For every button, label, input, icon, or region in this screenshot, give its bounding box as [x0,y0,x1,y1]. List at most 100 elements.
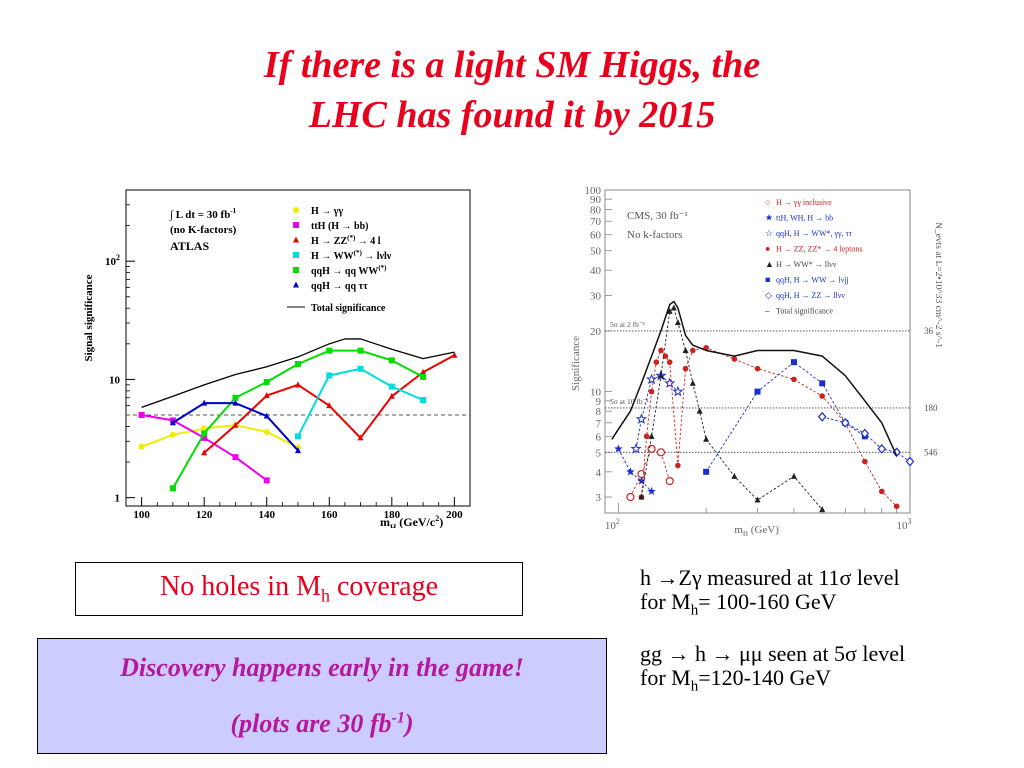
cms-legend-marker: ■ [765,275,770,285]
cms-legend-marker: ● [765,244,770,254]
cms-y-tick-label: 70 [590,216,602,228]
cms-series-qqh-h-zz-ll [817,411,915,467]
cms-legend-label: H → ZZ, ZZ* → 4 leptons [776,245,862,254]
cms-right-tick-label: 180 [924,403,938,413]
atlas-legend-marker [293,207,299,213]
atlas-data-point [326,372,333,379]
cms-series-line [640,347,897,507]
atlas-series-line [141,338,455,409]
atlas-significance-chart: 100 120 140 160 180 200 1 10 102 ∫ L dt = 30 fb-1… [78,188,472,532]
atlas-legend-label: Total significance [311,303,386,314]
cms-data-point [840,417,850,428]
cms-data-point [643,433,650,440]
mumu-note: gg → h → μμ seen at 5σ level for Mh=120-… [640,641,906,695]
slide-title: If there is a light SM Higgs, the LHC ha… [0,40,1024,140]
atlas-data-point [263,477,270,484]
luminosity-line: (plots are 30 fb-1) [230,709,414,738]
atlas-data-point [232,394,239,401]
cms-series-qqh-h-ww-l-jj [703,359,868,475]
atlas-data-point [232,421,239,428]
cms-series-h-zz-zz-4-leptons [638,344,900,510]
atlas-experiment-label: ATLAS [170,239,209,253]
atlas-data-point [388,392,395,399]
cms-kfactor-label: No k-factors [627,229,682,241]
cms-data-point [648,388,655,395]
cms-data-point [754,496,761,503]
atlas-data-point [232,454,239,461]
cms-data-point [860,428,870,439]
cms-data-point [682,346,689,353]
atlas-data-point [357,347,364,354]
atlas-data-point [263,412,270,419]
atlas-data-point [138,412,145,419]
cms-data-point [790,359,797,366]
cms-data-point [626,492,635,502]
discovery-line: Discovery happens early in the game! [120,653,524,682]
cms-y-tick-label: 50 [590,246,602,258]
cms-data-point [648,432,655,439]
cms-data-point [658,347,664,354]
cms-data-point [689,347,696,354]
cms-legend-label: H → γγ inclusive [776,198,832,207]
cms-y-tick-label: 40 [590,265,602,277]
atlas-plot-frame [125,189,471,507]
atlas-data-point [263,428,270,435]
cms-legend-label: qqH, H → WW → lνjj [776,276,849,285]
cms-data-point [877,443,887,454]
cms-y-tick-label: 90 [590,194,602,206]
atlas-data-point [201,399,208,406]
cms-legend-label: qqH, H → WW*, γγ, ττ [776,229,853,238]
cms-y-tick-label: 3 [596,492,602,504]
atlas-legend-marker [293,252,299,258]
atlas-data-point [169,485,176,492]
atlas-series-qqh-qq [169,399,301,454]
cms-luminosity-label: CMS, 30 fb⁻¹ [627,210,688,222]
cms-y-tick-label: 5 [596,447,602,459]
cms-series-tth-wh-h-bb [614,444,656,496]
cms-data-point [703,468,710,475]
atlas-chart-svg: 100 120 140 160 180 200 1 10 102 ∫ L dt = 30 fb-1… [83,189,471,532]
atlas-data-point [326,402,333,409]
cms-legend-label: qqH, H → ZZ → llνν [776,291,845,300]
atlas-data-point [138,443,145,450]
cms-reference-label: 5σ at 10 fb⁻¹ [610,397,649,406]
atlas-data-point [201,425,208,432]
atlas-series-qqh-qq-ww [169,347,427,492]
cms-data-point [696,407,703,414]
atlas-series-total-significance [141,338,455,409]
cms-series-line [630,448,671,498]
cms-data-point [630,442,642,454]
cms-data-point [703,435,710,442]
cms-data-point [626,467,635,476]
cms-data-point [614,444,623,453]
atlas-data-point [201,434,208,441]
atlas-series-h-ww-l-l [295,365,427,440]
cms-x-tick-label: 103 [897,517,912,532]
cms-data-point [754,388,761,395]
cms-data-point [791,376,797,383]
cms-data-point [731,472,738,479]
coverage-box: No holes in Mh coverage [75,562,523,616]
atlas-kfactor-label: (no K-factors) [170,224,237,236]
atlas-x-tick-label: 180 [384,509,401,521]
cms-data-point [819,506,826,513]
cms-legend-marker: ★ [765,213,773,223]
atlas-data-point [295,447,301,454]
atlas-x-tick-label: 160 [321,509,338,521]
cms-series-line [611,300,898,457]
discovery-box: Discovery happens early in the game! (pl… [37,638,607,754]
atlas-legend-marker [293,281,299,288]
cms-data-point [689,379,696,386]
atlas-data-point [169,431,176,438]
coverage-text: No holes in Mh coverage [159,571,439,606]
atlas-legend-marker [293,267,299,273]
atlas-data-point [388,357,395,364]
cms-significance-chart: 3 4 5 6 7 8 9 10 20 30 40 50 60 70 80 90 100 102 103 546 5σ … [565,185,943,538]
atlas-legend-label: H → WW(*) → lνlν [311,249,392,262]
cms-series-total-significance [611,300,898,457]
cms-y-tick-label: 7 [596,418,602,430]
atlas-data-point [451,351,458,358]
cms-y-tick-label: 30 [590,290,602,302]
atlas-data-point [420,368,427,375]
